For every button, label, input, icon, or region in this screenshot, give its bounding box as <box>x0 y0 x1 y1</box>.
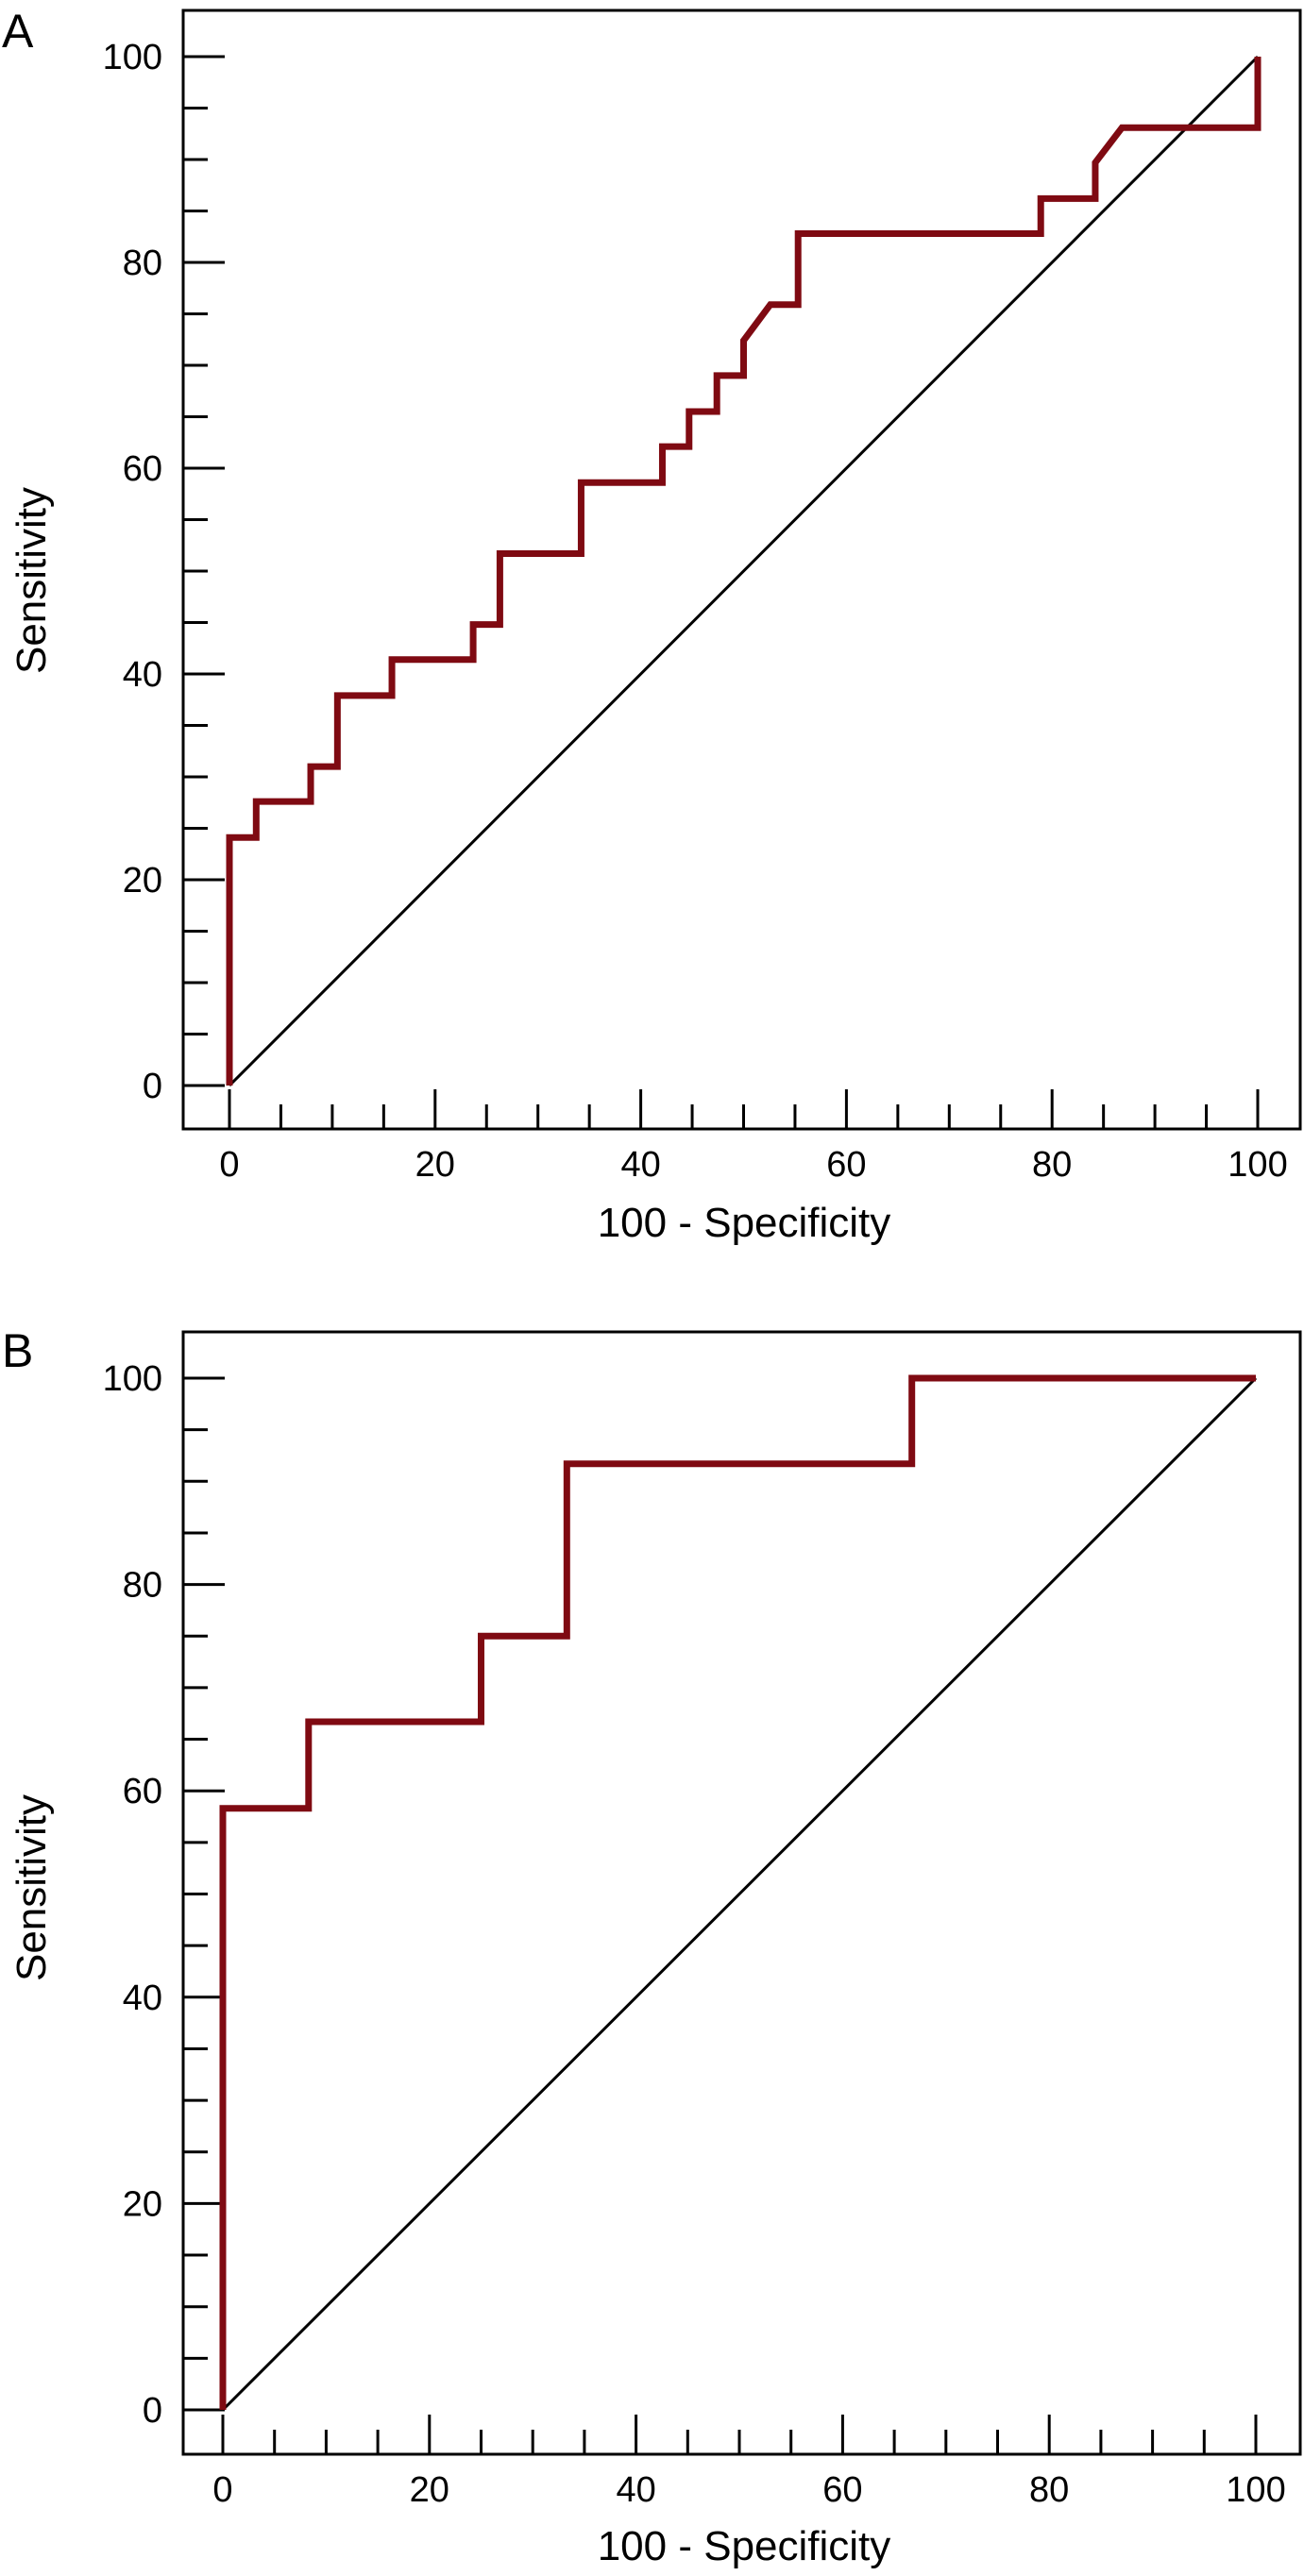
x-tick-label: 60 <box>822 2470 862 2510</box>
plot-frame <box>181 8 1302 1131</box>
panel-label: A <box>2 5 34 58</box>
reference-line <box>221 1376 1258 2412</box>
reference-line <box>228 55 1260 1087</box>
panel-b: 0 20 40 60 80 100 0 20 40 60 80 100 100 - Specificit… <box>2 1324 1302 2569</box>
y-tick-label: 80 <box>123 1566 162 1606</box>
x-axis-label: 100 - Specificity <box>598 2523 891 2569</box>
y-tick-label: 80 <box>123 244 162 283</box>
x-tick-label: 40 <box>616 2470 655 2510</box>
y-tick-label: 20 <box>123 2184 162 2224</box>
y-tick-label: 60 <box>123 1772 162 1811</box>
x-tick-label: 100 <box>1226 2470 1285 2510</box>
y-tick-label: 60 <box>123 449 162 489</box>
y-tick-label: 100 <box>103 1359 162 1399</box>
y-tick-label: 40 <box>123 655 162 695</box>
y-tick-label: 0 <box>143 2391 162 2431</box>
x-tick-label: 80 <box>1032 1145 1072 1185</box>
y-tick-label: 100 <box>103 38 162 77</box>
panel-label: B <box>2 1324 33 1377</box>
roc-curve <box>219 1374 1256 2410</box>
y-tick-label: 40 <box>123 1978 162 2018</box>
y-axis-label: Sensitivity <box>8 1794 55 1981</box>
x-tick-label: 20 <box>415 1145 455 1185</box>
x-tick-label: 0 <box>212 2470 232 2510</box>
x-tick-label: 60 <box>826 1145 866 1185</box>
x-tick-label: 0 <box>219 1145 239 1185</box>
y-tick-label: 20 <box>123 861 162 901</box>
x-tick-label: 40 <box>620 1145 660 1185</box>
y-tick-label: 0 <box>143 1067 162 1106</box>
y-axis-label: Sensitivity <box>8 487 55 674</box>
roc-curve <box>226 57 1262 1086</box>
x-tick-label: 80 <box>1029 2470 1069 2510</box>
x-axis-label: 100 - Specificity <box>598 1200 891 1246</box>
panel-a: 0 20 40 60 80 100 0 20 40 60 80 100 100 - Specificit… <box>2 5 1302 1246</box>
x-tick-label: 100 <box>1228 1145 1287 1185</box>
x-tick-label: 20 <box>410 2470 449 2510</box>
